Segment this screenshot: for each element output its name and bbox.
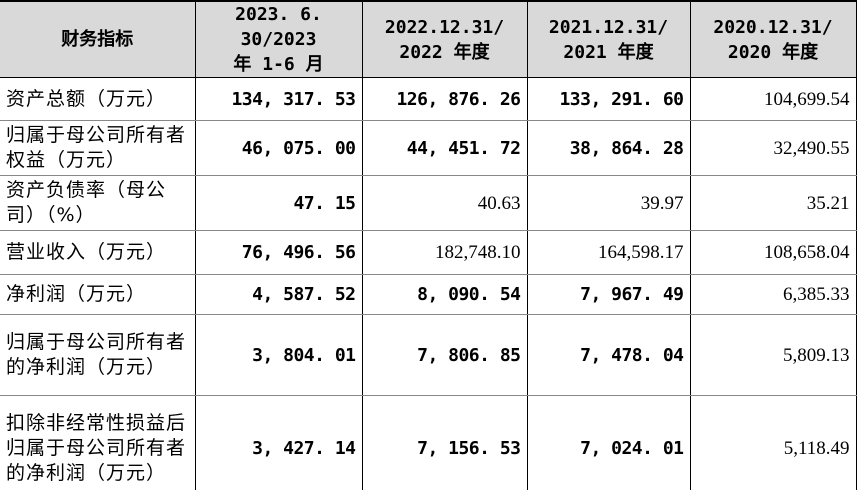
row-label: 资产总额（万元）	[0, 77, 196, 121]
table-body: 资产总额（万元） 134, 317. 53 126, 876. 26 133, 291…	[0, 77, 857, 490]
value-cell: 47. 15	[194, 175, 363, 231]
row-label: 资产负债率（母公司）（%）	[0, 175, 196, 231]
row-label: 净利润（万元）	[0, 274, 196, 315]
value-cell: 104,699.54	[689, 77, 857, 121]
value-cell: 108,658.04	[689, 230, 857, 275]
value-cell: 46, 075. 00	[194, 120, 363, 176]
value-cell: 5,118.49	[689, 395, 857, 490]
value-cell: 39.97	[526, 175, 691, 231]
value-cell: 6,385.33	[689, 274, 857, 315]
row-label: 归属于母公司所有者的净利润（万元）	[0, 314, 196, 396]
table-row: 营业收入（万元） 76, 496. 56 182,748.10 164,598.17 1…	[0, 230, 857, 275]
table-row: 归属于母公司所有者的净利润（万元） 3, 804. 01 7, 806. 85 7, …	[0, 314, 857, 396]
value-cell: 38, 864. 28	[526, 120, 691, 176]
table-row: 资产总额（万元） 134, 317. 53 126, 876. 26 133, 291…	[0, 77, 857, 121]
value-cell: 133, 291. 60	[526, 77, 691, 121]
table-row: 资产负债率（母公司）（%） 47. 15 40.63 39.97 35.21	[0, 175, 857, 231]
value-cell: 3, 804. 01	[194, 314, 363, 396]
header-row: 财务指标 2023. 6. 30/2023 年 1-6 月 2022.12.31/ …	[0, 0, 857, 78]
value-cell: 7, 806. 85	[361, 314, 528, 396]
value-cell: 32,490.55	[689, 120, 857, 176]
value-cell: 76, 496. 56	[194, 230, 363, 275]
header-cell: 2021.12.31/ 2021 年度	[526, 0, 691, 78]
value-cell: 8, 090. 54	[361, 274, 528, 315]
value-cell: 7, 478. 04	[526, 314, 691, 396]
value-cell: 7, 967. 49	[526, 274, 691, 315]
value-cell: 44, 451. 72	[361, 120, 528, 176]
value-cell: 182,748.10	[361, 230, 528, 275]
value-cell: 7, 024. 01	[526, 395, 691, 490]
header-cell: 2023. 6. 30/2023 年 1-6 月	[194, 0, 363, 78]
table-row: 归属于母公司所有者权益（万元） 46, 075. 00 44, 451. 72 38,…	[0, 120, 857, 176]
value-cell: 5,809.13	[689, 314, 857, 396]
value-cell: 126, 876. 26	[361, 77, 528, 121]
value-cell: 3, 427. 14	[194, 395, 363, 490]
row-label: 归属于母公司所有者权益（万元）	[0, 120, 196, 176]
value-cell: 164,598.17	[526, 230, 691, 275]
value-cell: 7, 156. 53	[361, 395, 528, 490]
table-row: 扣除非经常性损益后归属于母公司所有者的净利润（万元） 3, 427. 14 7, 1…	[0, 395, 857, 490]
table-row: 净利润（万元） 4, 587. 52 8, 090. 54 7, 967. 49 6,3…	[0, 274, 857, 315]
value-cell: 35.21	[689, 175, 857, 231]
header-cell: 2022.12.31/ 2022 年度	[361, 0, 528, 78]
value-cell: 40.63	[361, 175, 528, 231]
value-cell: 4, 587. 52	[194, 274, 363, 315]
header-cell: 财务指标	[0, 0, 196, 78]
value-cell: 134, 317. 53	[194, 77, 363, 121]
row-label: 营业收入（万元）	[0, 230, 196, 275]
header-cell: 2020.12.31/ 2020 年度	[689, 0, 857, 78]
row-label: 扣除非经常性损益后归属于母公司所有者的净利润（万元）	[0, 395, 196, 490]
